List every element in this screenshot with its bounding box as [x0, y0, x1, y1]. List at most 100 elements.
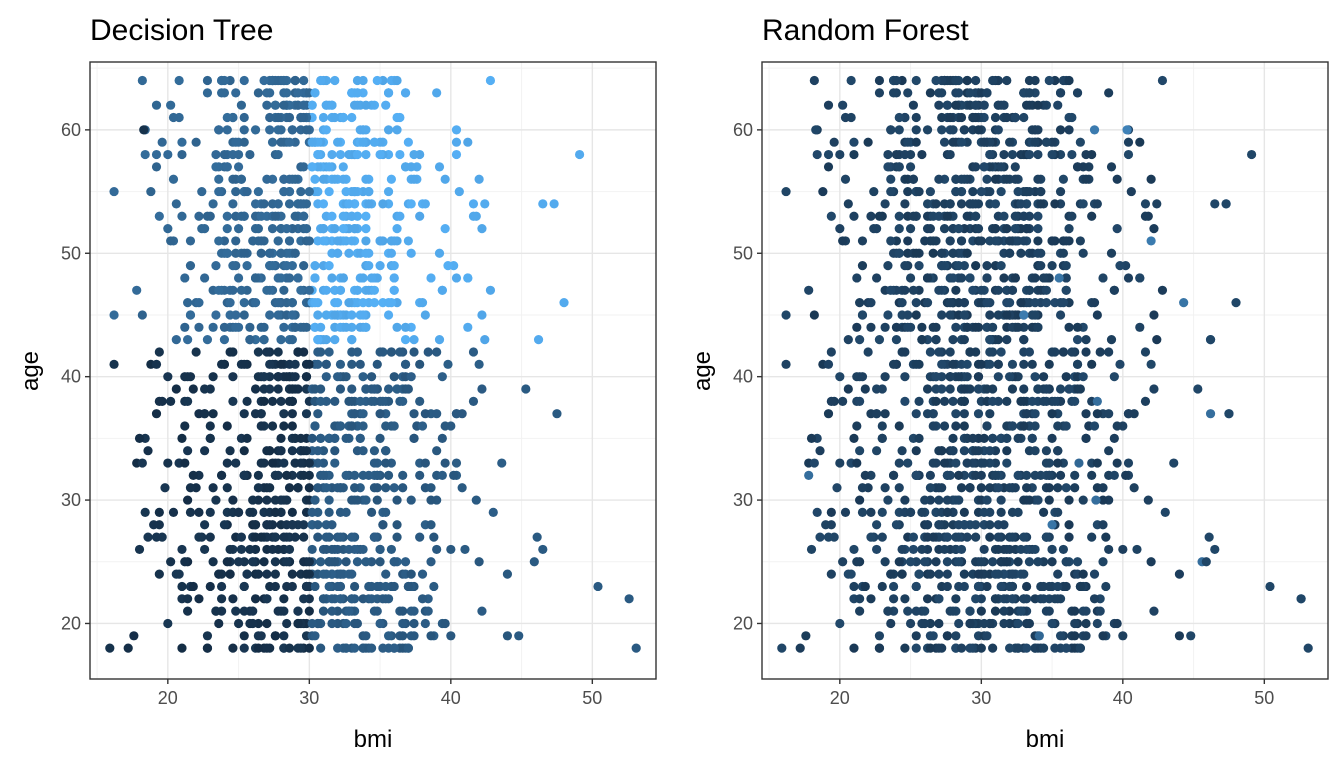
random-forest-point — [1050, 199, 1060, 209]
decision-tree-point — [239, 631, 249, 641]
random-forest-point — [1075, 137, 1085, 147]
decision-tree-point — [262, 495, 272, 505]
decision-tree-y-tick-label: 60 — [61, 120, 81, 140]
decision-tree-point — [358, 372, 368, 382]
random-forest-point — [988, 75, 998, 86]
decision-tree-point — [338, 223, 348, 234]
decision-tree-x-axis-title: bmi — [354, 726, 393, 753]
random-forest-point — [971, 520, 981, 530]
random-forest-point — [891, 149, 902, 160]
random-forest-point — [945, 347, 955, 357]
random-forest-point — [1019, 112, 1029, 123]
random-forest-point — [951, 186, 961, 197]
random-forest-point — [1055, 631, 1066, 641]
random-forest-point — [979, 137, 989, 147]
random-forest-point — [1098, 557, 1108, 567]
random-forest-point — [1140, 199, 1151, 209]
random-forest-point — [911, 310, 921, 320]
decision-tree-point — [185, 236, 196, 246]
decision-tree-point — [307, 100, 317, 110]
random-forest-point — [840, 507, 851, 518]
random-forest-point — [911, 75, 921, 86]
decision-tree-point — [219, 520, 230, 530]
random-forest-point — [982, 88, 992, 98]
random-forest-point — [903, 606, 913, 616]
random-forest-point — [999, 149, 1009, 160]
random-forest-point — [993, 372, 1003, 382]
random-forest-point — [1072, 88, 1083, 98]
decision-tree-point — [352, 347, 363, 357]
random-forest-point — [985, 335, 995, 345]
decision-tree-point — [463, 273, 473, 283]
decision-tree-point — [352, 618, 363, 629]
decision-tree-point — [242, 396, 252, 406]
random-forest-x-tick-label: 40 — [1113, 688, 1133, 708]
random-forest-point — [1174, 631, 1185, 641]
decision-tree-point — [375, 236, 385, 246]
random-forest-highlighted-point — [1091, 495, 1101, 505]
random-forest-point — [1098, 631, 1108, 641]
random-forest-point — [1115, 359, 1125, 369]
decision-tree-point — [375, 544, 385, 555]
random-forest-point — [849, 581, 859, 592]
decision-tree-point — [313, 409, 323, 419]
decision-tree-point — [347, 310, 357, 320]
decision-tree-point — [400, 557, 411, 567]
random-forest-point — [976, 186, 986, 197]
decision-tree-point — [194, 322, 204, 332]
decision-tree-point — [214, 125, 224, 135]
random-forest-point — [1109, 372, 1119, 382]
decision-tree-point — [420, 310, 430, 320]
decision-tree-outlier-point — [538, 199, 548, 209]
decision-tree-point — [293, 483, 303, 493]
decision-tree-point — [375, 557, 385, 567]
random-forest-point — [911, 137, 921, 147]
random-forest-point — [1112, 174, 1122, 184]
decision-tree-point — [279, 409, 289, 419]
random-forest-point — [872, 384, 882, 394]
decision-tree-point — [304, 483, 314, 493]
decision-tree-point — [321, 125, 331, 135]
random-forest-point — [914, 186, 924, 197]
random-forest-point — [821, 520, 831, 530]
decision-tree-point — [233, 223, 244, 234]
random-forest-point — [857, 236, 868, 246]
decision-tree-outlier-point — [514, 631, 524, 641]
decision-tree-point — [318, 199, 329, 209]
random-forest-point — [1041, 384, 1052, 394]
random-forest-point — [931, 75, 941, 86]
random-forest-point — [1089, 421, 1100, 431]
random-forest-point — [1007, 569, 1018, 579]
decision-tree-point — [194, 211, 204, 221]
decision-tree-point — [250, 532, 261, 542]
decision-tree-point — [276, 335, 286, 345]
random-forest-point — [922, 594, 933, 604]
decision-tree-point — [200, 409, 210, 419]
random-forest-point — [934, 285, 944, 295]
random-forest-point — [1030, 137, 1040, 147]
decision-tree-point — [330, 446, 340, 456]
decision-tree-point — [409, 174, 419, 184]
random-forest-point — [931, 335, 941, 345]
decision-tree-point — [273, 112, 283, 123]
decision-tree-point — [409, 149, 419, 160]
decision-tree-point — [352, 88, 363, 98]
random-forest-point — [905, 507, 916, 518]
decision-tree-point — [109, 310, 119, 320]
decision-tree-point — [219, 75, 230, 86]
decision-tree-point — [290, 322, 300, 332]
random-forest-point — [863, 137, 873, 147]
random-forest-point — [1061, 421, 1071, 431]
decision-tree-point — [358, 298, 368, 308]
decision-tree-point — [307, 618, 317, 629]
random-forest-point — [965, 273, 975, 283]
decision-tree-point — [307, 507, 317, 518]
decision-tree-point — [327, 100, 337, 110]
decision-tree-point — [304, 458, 314, 468]
decision-tree-point — [171, 335, 181, 345]
random-forest-point — [999, 273, 1009, 283]
decision-tree-point — [372, 483, 382, 493]
decision-tree-point — [200, 544, 210, 555]
decision-tree-point — [177, 643, 187, 653]
random-forest-point — [971, 261, 981, 271]
